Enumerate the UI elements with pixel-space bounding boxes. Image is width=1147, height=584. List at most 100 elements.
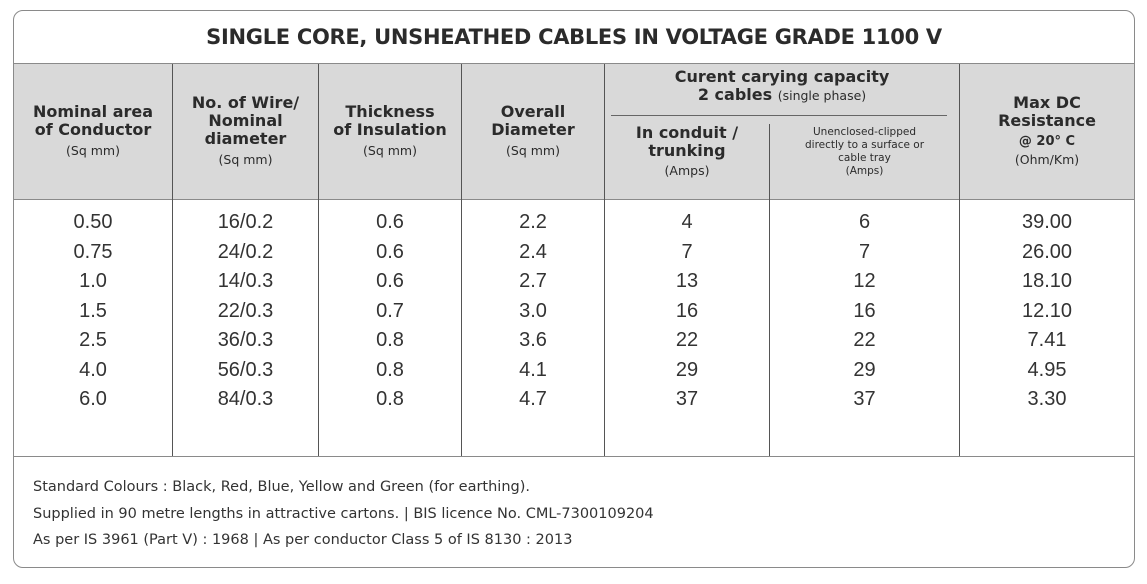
cell-wire-diameter: 56/0.3	[217, 358, 274, 381]
table-row: 1.0 14/0.3 0.6 2.7 13 12 18.10	[14, 267, 1134, 297]
header-wire-line3: diameter	[204, 129, 287, 148]
cell-in-conduit: 7	[681, 240, 693, 263]
header-resistance-line1: Max DC	[1013, 93, 1081, 112]
table-row: 6.0 84/0.3 0.8 4.7 37 37 3.30	[14, 385, 1134, 415]
header-unenclosed-line3: cable tray	[838, 152, 891, 164]
cell-nominal-area: 0.75	[73, 240, 113, 263]
footer-standards: As per IS 3961 (Part V) : 1968 | As per …	[33, 532, 573, 548]
header-overall-line1: Overall	[500, 102, 566, 121]
cell-max-resistance: 4.95	[1027, 358, 1067, 381]
header-wire-line2: Nominal	[208, 111, 283, 130]
header-insulation-line2: of Insulation	[333, 120, 447, 139]
header-nominal-area-line2: of Conductor	[34, 120, 152, 139]
column-divider	[604, 64, 605, 456]
cell-nominal-area: 1.5	[79, 299, 107, 322]
cell-max-resistance: 18.10	[1021, 270, 1073, 292]
cell-overall-diameter: 2.2	[519, 211, 547, 233]
column-divider	[172, 64, 173, 456]
header-unenclosed-line2: directly to a surface or	[804, 139, 925, 151]
cell-nominal-area: 1.0	[79, 270, 107, 292]
cell-wire-diameter: 22/0.3	[217, 299, 274, 322]
header-overall-diameter: Overall Diameter (Sq mm)	[462, 64, 604, 199]
header-nominal-area-line1: Nominal area	[32, 102, 154, 121]
header-current-line1: Curent carying capacity	[674, 67, 890, 86]
cell-unenclosed: 6	[858, 211, 871, 233]
cell-overall-diameter: 2.7	[519, 270, 547, 292]
header-insulation-line1: Thickness	[345, 102, 435, 121]
cell-unenclosed: 12	[853, 270, 876, 292]
header-current-line2: 2 cables	[697, 85, 773, 104]
header-max-dc-resistance: Max DC Resistance @ 20° C (Ohm/Km)	[960, 64, 1134, 199]
cell-nominal-area: 6.0	[79, 388, 107, 410]
header-resistance-unit: (Ohm/Km)	[1014, 152, 1080, 167]
column-divider	[461, 64, 462, 456]
header-wire-line1: No. of Wire/	[191, 93, 300, 112]
cell-wire-diameter: 16/0.2	[217, 211, 274, 233]
header-nominal-area: Nominal area of Conductor (Sq mm)	[14, 64, 172, 199]
header-conduit-line2: trunking	[648, 141, 726, 160]
table-row: 4.0 56/0.3 0.8 4.1 29 29 4.95	[14, 356, 1134, 386]
header-current-line2-small: (single phase)	[777, 88, 867, 103]
header-insulation: Thickness of Insulation (Sq mm)	[319, 64, 461, 199]
cell-insulation: 0.8	[376, 358, 404, 381]
cell-in-conduit: 29	[675, 358, 699, 381]
header-resistance-line2: Resistance	[998, 111, 1096, 130]
cell-unenclosed: 22	[853, 329, 876, 351]
cell-overall-diameter: 3.0	[519, 299, 547, 322]
header-unenclosed-line1: Unenclosed-clipped	[812, 126, 917, 138]
cell-max-resistance: 39.00	[1021, 211, 1073, 233]
cell-in-conduit: 22	[675, 329, 699, 351]
header-conduit-line1: In conduit /	[635, 123, 739, 142]
table-row: 2.5 36/0.3 0.8 3.6 22 22 7.41	[14, 326, 1134, 356]
cell-wire-diameter: 14/0.3	[217, 270, 274, 292]
cell-insulation: 0.6	[376, 211, 404, 233]
header-in-conduit: In conduit / trunking (Amps)	[605, 124, 769, 180]
cell-nominal-area: 2.5	[79, 329, 107, 351]
table-body: 0.50 16/0.2 0.6 2.2 4 6 39.00 0.75 24/0.2 0.6 2.4 7…	[14, 208, 1134, 415]
cell-max-resistance: 12.10	[1021, 299, 1073, 322]
header-overall-unit: (Sq mm)	[506, 143, 560, 158]
cell-max-resistance: 26.00	[1021, 240, 1073, 263]
header-conduit-unit: (Amps)	[664, 163, 710, 178]
cell-in-conduit: 37	[675, 388, 699, 410]
group-divider	[611, 115, 947, 116]
column-divider	[318, 64, 319, 456]
cell-overall-diameter: 2.4	[519, 240, 547, 263]
header-nominal-area-unit: (Sq mm)	[66, 143, 120, 158]
cell-wire-diameter: 24/0.2	[217, 240, 274, 263]
cell-insulation: 0.6	[376, 240, 404, 263]
table-row: 1.5 22/0.3 0.7 3.0 16 16 12.10	[14, 297, 1134, 327]
header-unenclosed: Unenclosed-clipped directly to a surface…	[770, 126, 959, 178]
header-resistance-temp: @ 20° C	[1018, 134, 1076, 149]
cell-nominal-area: 0.50	[73, 211, 113, 233]
table-title: SINGLE CORE, UNSHEATHED CABLES IN VOLTAG…	[14, 11, 1134, 64]
header-wire-diameter: No. of Wire/ Nominal diameter (Sq mm)	[173, 64, 318, 199]
header-unenclosed-unit: (Amps)	[845, 165, 884, 177]
cell-unenclosed: 29	[853, 358, 876, 381]
column-divider	[769, 124, 770, 456]
table-footer: Standard Colours : Black, Red, Blue, Yel…	[14, 456, 1134, 567]
table-row: 0.75 24/0.2 0.6 2.4 7 7 26.00	[14, 238, 1134, 268]
footer-supply-licence: Supplied in 90 metre lengths in attracti…	[33, 506, 654, 522]
cell-overall-diameter: 3.6	[519, 329, 547, 351]
cell-unenclosed: 37	[853, 388, 876, 410]
cell-insulation: 0.8	[376, 388, 404, 410]
cell-nominal-area: 4.0	[79, 358, 107, 381]
header-insulation-unit: (Sq mm)	[363, 143, 417, 158]
cell-in-conduit: 13	[675, 270, 699, 292]
column-divider	[959, 64, 960, 456]
table-header: Nominal area of Conductor (Sq mm) No. of…	[14, 64, 1134, 200]
cell-overall-diameter: 4.7	[519, 388, 547, 410]
cell-insulation: 0.6	[376, 270, 404, 292]
cell-unenclosed: 7	[858, 240, 871, 263]
cell-in-conduit: 16	[675, 299, 699, 322]
cell-wire-diameter: 84/0.3	[217, 388, 274, 410]
header-current-capacity: Curent carying capacity 2 cables (single…	[605, 68, 959, 105]
table-row: 0.50 16/0.2 0.6 2.2 4 6 39.00	[14, 208, 1134, 238]
footer-standard-colours: Standard Colours : Black, Red, Blue, Yel…	[33, 479, 530, 495]
cell-insulation: 0.7	[376, 299, 404, 322]
cell-insulation: 0.8	[376, 329, 404, 351]
header-wire-unit: (Sq mm)	[218, 152, 273, 167]
cell-unenclosed: 16	[853, 299, 876, 322]
cell-wire-diameter: 36/0.3	[217, 329, 274, 351]
